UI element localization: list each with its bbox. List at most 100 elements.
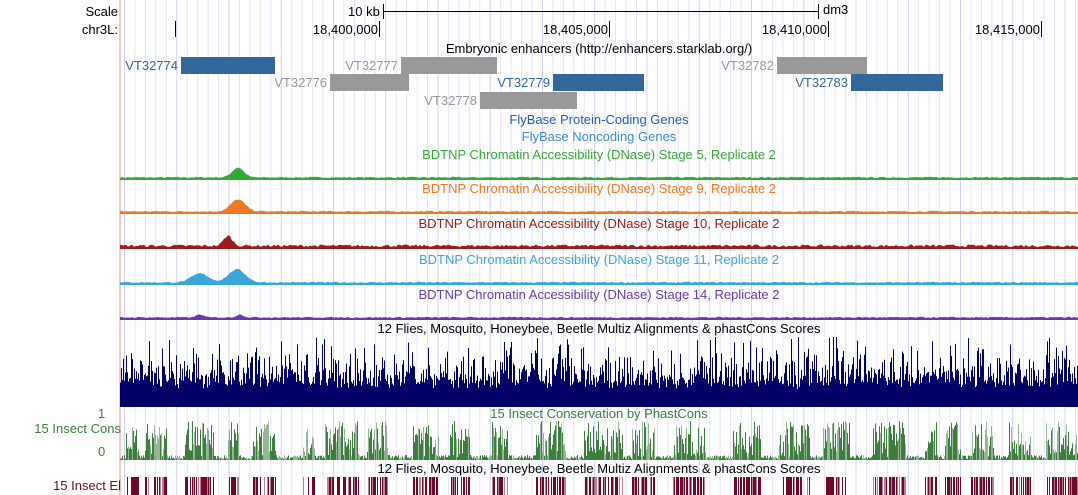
conserved-element (255, 477, 256, 495)
conserved-element (358, 477, 359, 495)
cons-bar (308, 453, 309, 460)
multiz-bar (963, 358, 964, 407)
dnase-signal[interactable] (120, 198, 1078, 214)
cons-bar (1029, 444, 1030, 460)
conserved-element (382, 477, 383, 495)
cons-bar (973, 452, 974, 460)
multiz-bar (1006, 360, 1007, 407)
enhancer-feature[interactable] (181, 57, 275, 74)
enhancer-label[interactable]: VT32777 (345, 58, 398, 73)
dnase-signal[interactable] (120, 304, 1078, 320)
enhancer-label[interactable]: VT32776 (274, 75, 327, 90)
multiz-bar (549, 367, 550, 407)
cons-bar (552, 444, 553, 460)
multiz-bar (1053, 376, 1054, 407)
dnase-track-title[interactable]: BDTNP Chromatin Accessibility (DNase) St… (418, 287, 780, 302)
enhancer-feature[interactable] (553, 74, 644, 91)
cons-side-label[interactable]: 15 Insect Cons (34, 421, 121, 436)
enhancer-feature[interactable] (401, 57, 497, 74)
cons-bar (590, 432, 591, 460)
cons-bar (251, 455, 252, 460)
multiz-bar (811, 383, 812, 407)
cons-bar (707, 457, 708, 460)
enhancer-label[interactable]: VT32774 (125, 58, 178, 73)
cons-bar (455, 432, 456, 460)
enhancer-label[interactable]: VT32783 (795, 75, 848, 90)
multiz-bar (566, 371, 567, 407)
enhancer-feature[interactable] (851, 74, 943, 91)
conserved-element (233, 477, 234, 495)
enhancer-feature[interactable] (480, 92, 577, 109)
cons-bar (833, 422, 834, 460)
cons-bar (909, 457, 910, 460)
conserved-element (833, 477, 834, 495)
dnase-track-title[interactable]: BDTNP Chromatin Accessibility (DNase) St… (418, 216, 780, 231)
dnase-signal[interactable] (120, 233, 1078, 249)
enhancer-feature[interactable] (777, 57, 867, 74)
enhancer-feature[interactable] (330, 74, 409, 91)
multiz-bar (501, 369, 502, 407)
enhancer-label[interactable]: VT32778 (424, 93, 477, 108)
cons-bar (910, 455, 911, 460)
cons-bar (249, 458, 250, 460)
cons-bar (623, 458, 624, 460)
dnase-track-title[interactable]: BDTNP Chromatin Accessibility (DNase) St… (422, 181, 776, 196)
cons-bar (355, 423, 356, 460)
conserved-element (1071, 477, 1072, 495)
multiz-bar (414, 366, 415, 407)
dnase-track-title[interactable]: BDTNP Chromatin Accessibility (DNase) St… (422, 147, 776, 162)
cons-bar (739, 425, 740, 460)
multiz-track-title[interactable]: 12 Flies, Mosquito, Honeybee, Beetle Mul… (377, 321, 821, 336)
multiz-bar (645, 379, 646, 407)
conserved-element (208, 477, 209, 495)
dnase-track-title[interactable]: BDTNP Chromatin Accessibility (DNase) St… (418, 252, 780, 267)
multiz-bar (469, 383, 470, 407)
multiz-bar (365, 362, 366, 407)
multiz-bar (229, 380, 230, 407)
multiz-bar (218, 382, 219, 407)
cons-bar (964, 455, 965, 460)
cons-bar (449, 455, 450, 460)
cons-bar (1006, 458, 1007, 460)
enhancer-label[interactable]: VT32779 (497, 75, 550, 90)
multiz-bar (960, 374, 961, 407)
cons-bar (847, 432, 848, 460)
cons-bar (467, 436, 468, 460)
cons-bar (485, 456, 486, 460)
enhancers-track-title[interactable]: Embryonic enhancers (http://enhancers.st… (445, 41, 753, 56)
cons-bar (518, 457, 519, 460)
multiz-bar (451, 383, 452, 407)
multiz-bar (303, 383, 304, 407)
flybase-noncoding-track-title[interactable]: FlyBase Noncoding Genes (521, 129, 677, 144)
multiz-bar (908, 381, 909, 407)
conserved-element (642, 477, 643, 495)
multiz-bar (984, 381, 985, 407)
cons-bar (535, 455, 536, 460)
multiz-bar (1058, 355, 1059, 407)
elements-side-label[interactable]: 15 Insect El (53, 478, 121, 493)
multiz-bar (524, 365, 525, 407)
enhancer-label[interactable]: VT32782 (721, 58, 774, 73)
multiz-bar (459, 377, 460, 407)
cons-signal[interactable] (120, 420, 1078, 460)
multiz-bar (305, 370, 306, 407)
cons-bar (364, 455, 365, 460)
multiz-bar (847, 383, 848, 407)
cons-track-title[interactable]: 15 Insect Conservation by PhastCons (490, 406, 708, 421)
elements-track[interactable] (120, 476, 1078, 495)
cons-bar (991, 425, 992, 460)
dnase-signal[interactable] (120, 269, 1078, 285)
flybase-coding-track-title[interactable]: FlyBase Protein-Coding Genes (509, 112, 689, 127)
multiz-bar (505, 370, 506, 407)
multiz-bar (634, 384, 635, 407)
multiz-signal[interactable] (120, 337, 1078, 407)
multiz-bar (181, 380, 182, 407)
multiz-bar (953, 377, 954, 407)
cons-bar (791, 426, 792, 460)
multiz-bar (512, 382, 513, 407)
elements-track-title[interactable]: 12 Flies, Mosquito, Honeybee, Beetle Mul… (377, 461, 821, 476)
cons-bar (654, 428, 655, 460)
multiz-bar (363, 370, 364, 407)
multiz-bar (858, 376, 859, 407)
dnase-signal[interactable] (120, 164, 1078, 180)
